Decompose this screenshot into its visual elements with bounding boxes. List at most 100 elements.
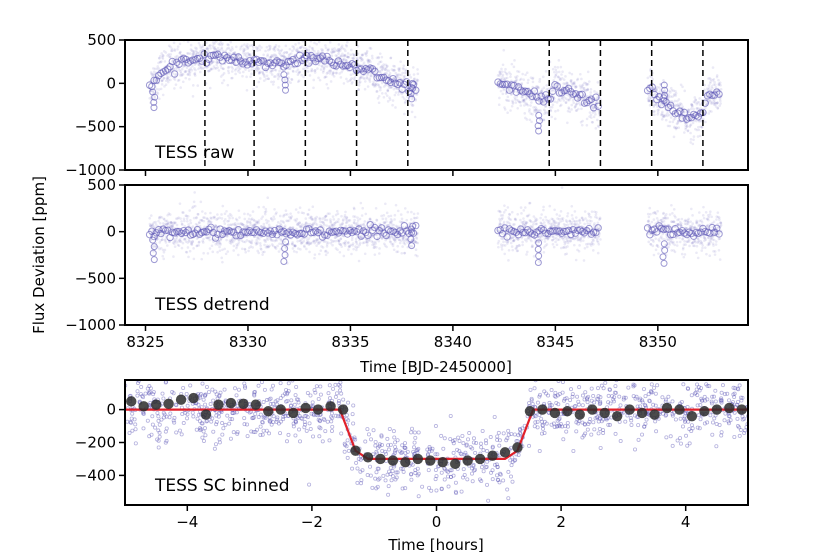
- detrended-flux-point: [652, 240, 655, 243]
- raw-flux-point: [552, 68, 555, 71]
- raw-flux-point: [402, 68, 405, 71]
- raw-flux-point: [222, 37, 225, 40]
- raw-flux-point: [531, 113, 534, 116]
- detrended-flux-point: [211, 251, 214, 254]
- raw-flux-point: [595, 127, 598, 130]
- raw-flux-point: [587, 88, 590, 91]
- raw-flux-point: [313, 50, 316, 53]
- detrended-flux-point: [404, 252, 407, 255]
- raw-flux-point: [720, 88, 723, 91]
- detrended-flux-point: [294, 245, 297, 248]
- raw-flux-point: [555, 73, 558, 76]
- detrended-flux-point: [283, 241, 286, 244]
- detrended-flux-point: [579, 240, 582, 243]
- raw-flux-point: [512, 102, 515, 105]
- detrended-flux-point: [405, 219, 408, 222]
- raw-flux-point: [692, 143, 695, 146]
- raw-flux-point: [325, 46, 328, 49]
- detrended-flux-point: [211, 245, 214, 248]
- detrended-flux-point: [678, 237, 681, 240]
- raw-flux-point: [529, 118, 532, 121]
- detrended-flux-point: [544, 240, 547, 243]
- detrended-flux-point: [161, 255, 164, 258]
- raw-flux-point: [704, 121, 707, 124]
- raw-flux-point: [194, 72, 197, 75]
- detrended-flux-point: [397, 210, 400, 213]
- y-tick-label: −500: [75, 118, 116, 136]
- detrended-flux-point: [317, 238, 320, 241]
- raw-flux-point: [658, 86, 661, 89]
- raw-flux-point: [347, 52, 350, 55]
- detrended-flux-point: [558, 218, 561, 221]
- detrended-flux-point: [181, 247, 184, 250]
- detrended-flux-point: [390, 215, 393, 218]
- raw-flux-point: [285, 45, 288, 48]
- raw-flux-point: [376, 90, 379, 93]
- detrended-flux-point: [508, 213, 511, 216]
- detrended-flux-point: [599, 218, 602, 221]
- detrended-flux-point: [191, 243, 194, 246]
- detrended-flux-point: [210, 221, 213, 224]
- raw-flux-point: [333, 72, 336, 75]
- raw-flux-point: [554, 118, 557, 121]
- raw-flux-point: [185, 31, 188, 34]
- detrended-flux-point: [595, 211, 598, 214]
- detrended-flux-point: [358, 260, 361, 263]
- detrended-flux-point: [342, 218, 345, 221]
- detrended-flux-point: [299, 248, 302, 251]
- detrended-flux-point: [592, 249, 595, 252]
- detrended-flux-point: [575, 259, 578, 262]
- raw-flux-point: [699, 135, 702, 138]
- raw-flux-point: [209, 87, 212, 90]
- detrended-flux-point: [656, 217, 659, 220]
- raw-flux-point: [176, 48, 179, 51]
- detrended-flux-point: [378, 240, 381, 243]
- detrended-flux-point: [385, 246, 388, 249]
- raw-flux-point: [655, 88, 658, 91]
- detrended-flux-point: [584, 247, 587, 250]
- raw-flux-point: [707, 112, 710, 115]
- raw-flux-point: [162, 54, 165, 57]
- raw-flux-point: [364, 80, 367, 83]
- raw-flux-point: [289, 81, 292, 84]
- raw-flux-point: [278, 70, 281, 73]
- raw-flux-point: [162, 57, 165, 60]
- raw-flux-point: [207, 48, 210, 51]
- raw-flux-point: [511, 105, 514, 108]
- raw-flux-point: [364, 88, 367, 91]
- raw-flux-point: [587, 83, 590, 86]
- raw-flux-point: [308, 45, 311, 48]
- detrended-flux-point: [511, 211, 514, 214]
- raw-flux-point: [566, 122, 569, 125]
- detrended-flux-point: [382, 214, 385, 217]
- detrended-flux-point: [198, 222, 201, 225]
- detrended-flux-point: [681, 253, 684, 256]
- raw-flux-point: [345, 59, 348, 62]
- raw-flux-point: [596, 119, 599, 122]
- detrended-flux-point: [178, 244, 181, 247]
- detrended-flux-point: [219, 243, 222, 246]
- raw-flux-point: [274, 75, 277, 78]
- raw-flux-point: [259, 70, 262, 73]
- detrended-flux-point: [303, 240, 306, 243]
- detrended-flux-point: [223, 222, 226, 225]
- raw-flux-point: [556, 66, 559, 69]
- raw-flux-point: [221, 42, 224, 45]
- detrended-flux-point: [337, 212, 340, 215]
- raw-flux-point: [711, 87, 714, 90]
- detrended-flux-point: [502, 241, 505, 244]
- raw-flux-point: [571, 73, 574, 76]
- detrended-flux-point: [221, 261, 224, 264]
- detrended-flux-point: [159, 222, 162, 225]
- raw-flux-point: [227, 69, 230, 72]
- detrended-flux-point: [376, 219, 379, 222]
- detrended-flux-point: [227, 220, 230, 223]
- raw-flux-point: [260, 36, 263, 39]
- raw-flux-point: [223, 79, 226, 82]
- raw-flux-point: [317, 50, 320, 53]
- raw-flux-point: [324, 34, 327, 37]
- raw-flux-point: [558, 71, 561, 74]
- raw-flux-point: [346, 41, 349, 44]
- raw-flux-point: [204, 28, 207, 31]
- detrended-flux-point: [343, 255, 346, 258]
